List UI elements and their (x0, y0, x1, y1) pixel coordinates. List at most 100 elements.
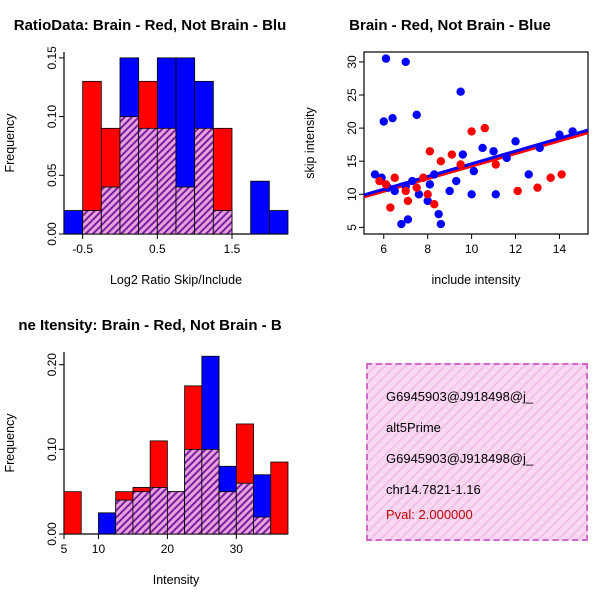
overlap-bar (82, 210, 102, 235)
axes: 6 8 10 12 14 5 10 15 20 25 30 (345, 51, 589, 256)
x-tick-label: 5 (61, 542, 68, 556)
chart-title: ne Itensity: Brain - Red, Not Brain - B (18, 317, 282, 334)
info-panel: G6945903@J918498@j_ alt5Prime G6945903@J… (300, 300, 600, 600)
histogram-bars (63, 57, 289, 235)
x-tick-label: 10 (92, 542, 106, 556)
x-tick-label: 20 (161, 542, 175, 556)
blue-point (403, 215, 413, 224)
blue-point (408, 176, 417, 186)
blue-point (568, 127, 577, 136)
info-box: G6945903@J918498@j_ alt5Prime G6945903@J… (366, 363, 588, 541)
blue-point (397, 219, 406, 229)
blue-point (436, 219, 446, 229)
blue-point (469, 166, 479, 176)
blue-point (489, 147, 498, 156)
overlap-bar (166, 491, 186, 535)
blue-point (458, 150, 468, 159)
y-tick-label: 5 (345, 224, 359, 231)
pval-line: Pval: 2.000000 (386, 507, 473, 522)
overlap-bar (115, 499, 134, 535)
y-tick-label: 0.10 (45, 437, 59, 461)
blue-point (370, 170, 380, 179)
gene-id-line: G6945903@J918498@j_ (386, 389, 534, 404)
blue-point (502, 153, 511, 163)
red-bar (63, 491, 82, 535)
blue-point (467, 190, 476, 199)
blue-point (388, 113, 397, 123)
red-bar (270, 461, 289, 535)
blue-point (524, 170, 533, 179)
y-axis-label: skip intensity (303, 106, 317, 178)
intensity-scatter-chart: Brain - Red, Not Brain - Blue include in… (303, 17, 589, 287)
y-tick-label: 20 (345, 121, 359, 135)
red-point (375, 176, 384, 186)
event-type-line: alt5Prime (386, 420, 441, 435)
overlap-bar (156, 127, 177, 235)
blue-regression-line (363, 128, 589, 197)
axes: -0.5 0.5 1.5 0.00 0.05 0.10 0.15 (45, 46, 288, 256)
y-tick-label: 0.10 (45, 105, 59, 129)
blue-bar (63, 210, 84, 235)
red-point (456, 160, 465, 169)
red-point (447, 150, 457, 159)
red-point (430, 200, 439, 209)
histogram-bars (63, 355, 289, 535)
y-tick-label: 15 (345, 154, 359, 168)
x-axis-label: Intensity (153, 573, 200, 587)
red-point (425, 147, 435, 156)
red-point (412, 183, 421, 192)
blue-point (401, 57, 410, 67)
overlap-bar (218, 491, 237, 535)
red-point (403, 196, 413, 206)
x-tick-label: 30 (230, 542, 244, 556)
ratio-histogram-chart: RatioData: Brain - Red, Not Brain - Blu … (3, 17, 289, 287)
red-point (381, 180, 391, 189)
y-tick-label: 0.05 (45, 163, 59, 187)
x-tick-label: 12 (509, 242, 523, 256)
x-tick-label: 8 (424, 242, 431, 256)
overlap-bar (138, 127, 158, 235)
blue-point (423, 196, 432, 206)
blue-point (445, 186, 454, 196)
red-point (533, 183, 542, 192)
y-tick-label: 0.15 (45, 46, 59, 70)
blue-bar (98, 512, 117, 535)
plot-box (363, 51, 589, 235)
blue-point (535, 143, 544, 153)
overlap-bar (201, 448, 220, 535)
y-tick-label: 0.00 (45, 222, 59, 246)
x-tick-label: 6 (380, 242, 387, 256)
gene-intensity-histogram-chart: ne Itensity: Brain - Red, Not Brain - B … (3, 317, 289, 587)
overlap-bar (100, 186, 121, 235)
red-point (557, 170, 566, 179)
red-point (386, 203, 395, 212)
x-axis-label: include intensity (432, 273, 522, 287)
blue-point (478, 143, 487, 153)
overlap-bar (149, 487, 168, 535)
red-point (423, 190, 432, 199)
red-regression-line (363, 131, 589, 199)
red-point (419, 173, 428, 182)
red-point (390, 173, 399, 182)
blue-bar (250, 180, 270, 235)
y-tick-label: 10 (345, 187, 359, 201)
blue-point (381, 54, 391, 63)
x-tick-label: 14 (553, 242, 567, 256)
overlap-bar (235, 482, 254, 535)
red-point (480, 123, 489, 133)
x-tick-label: 0.5 (149, 242, 166, 256)
y-axis-label: Frequency (3, 113, 17, 173)
blue-point (555, 130, 564, 139)
overlap-bar (212, 210, 233, 235)
overlap-bar (132, 491, 151, 535)
red-point (513, 186, 522, 196)
blue-point (511, 137, 520, 146)
overlap-bar (194, 127, 214, 235)
blue-point (412, 110, 421, 120)
x-axis-label: Log2 Ratio Skip/Include (110, 273, 242, 287)
chromosome-line: chr14.7821-1.16 (386, 482, 481, 497)
blue-point (491, 190, 500, 199)
plot-area: -0.5 0.5 1.5 0.00 0.05 0.10 0.15 (45, 46, 289, 256)
y-axis-label: Frequency (3, 413, 17, 473)
